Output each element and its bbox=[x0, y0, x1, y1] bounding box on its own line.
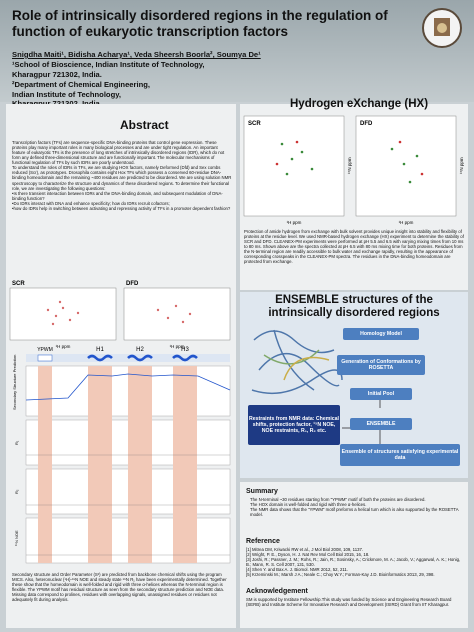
y-axis-label: ¹⁵N ppm bbox=[459, 157, 464, 174]
reference-heading: Reference bbox=[246, 538, 280, 545]
spectrum-label: DFD bbox=[126, 281, 139, 287]
spectrum-label: SCR bbox=[248, 121, 261, 127]
reference-item: [4] Shen Y. and Bax A. J. Biomol. NMR 20… bbox=[246, 567, 348, 573]
logo bbox=[422, 8, 462, 48]
nmr-caption: Secondary structure and Order Parameter … bbox=[12, 572, 227, 603]
title: Role of intrinsically disordered regions… bbox=[12, 8, 388, 39]
ensemble-heading: ENSEMBLE structures of the intrinsically… bbox=[268, 294, 440, 320]
abstract-heading: Abstract bbox=[120, 118, 169, 132]
acknowledgement-text: SM is supported by Institute Fellowship.… bbox=[246, 597, 452, 608]
abstract-paragraph: To understand the roles of IDRs in TFs, … bbox=[12, 165, 232, 191]
affiliation-line: Kharagpur 721302, India. bbox=[12, 99, 205, 109]
x-axis-label: ¹H ppm bbox=[56, 344, 71, 349]
reference-item: [5] Krzeminski M.; Marsh J A.; Neale C.;… bbox=[246, 572, 435, 578]
authors: Snigdha Maiti¹, Bidisha Acharya¹, Veda S… bbox=[12, 50, 261, 59]
panel-label: R₂ bbox=[14, 489, 19, 494]
motif-label: YPWM bbox=[37, 347, 53, 353]
spectrum-label: DFD bbox=[360, 121, 373, 127]
abstract-text: Transcription factors (TFs) are sequence… bbox=[12, 140, 232, 211]
flow-node: Generation of Conformations by ROSETTA bbox=[337, 355, 425, 375]
hx-figures: SCR DFD ¹H ppm ¹H ppm ¹⁵N ppm ¹⁵N ppm bbox=[243, 115, 464, 225]
y-axis-label: ¹⁵N ppm bbox=[347, 157, 352, 174]
flow-node: Initial Pool bbox=[350, 388, 412, 400]
flow-node: ENSEMBLE bbox=[350, 418, 412, 430]
x-axis-label: ¹H ppm bbox=[399, 220, 414, 225]
nmr-figures: SCR DFD ¹H ppm ¹H ppm YPWM H1 H2 H3 Seco… bbox=[9, 281, 231, 564]
helix-label: H2 bbox=[136, 347, 144, 353]
reference-list: [1] Mitrea DM, Kriwacki RW et al., J Mol… bbox=[246, 547, 462, 577]
reference-item: [2] Wright, P. E., Dyson, H. J. Nat Rev … bbox=[246, 552, 370, 558]
affiliation-line: ²Department of Chemical Engineering, bbox=[12, 79, 150, 89]
x-axis-label: ¹H ppm bbox=[170, 344, 185, 349]
header bbox=[0, 0, 474, 102]
abstract-paragraph: •Do IDRs interact with DNA and enhance s… bbox=[12, 200, 170, 206]
bottom-panel bbox=[240, 482, 468, 628]
helix-label: H1 bbox=[96, 347, 104, 353]
summary-item: The N-terminal ~30 residues starting fro… bbox=[250, 497, 426, 502]
affiliation-line: Kharagpur 721302, India. bbox=[12, 69, 102, 79]
summary-item: The NMR data shows that the "YPWM" motif… bbox=[250, 507, 459, 518]
acknowledgement-heading: Acknowledgement bbox=[246, 588, 308, 595]
affiliations: ¹School of Bioscience, Indian Institute … bbox=[12, 60, 205, 109]
panel-label: ¹⁵N NOE bbox=[14, 530, 19, 546]
restraints-node: Restraints from NMR data: Chemical shift… bbox=[248, 405, 340, 445]
panel-label: Secondary Structure Prediction bbox=[12, 355, 17, 410]
summary-item: The HOX domain is well-folded and rigid … bbox=[250, 502, 367, 508]
summary-heading: Summary bbox=[246, 488, 278, 495]
reference-item: [1] Mitrea DM, Kriwacki RW et al., J Mol… bbox=[246, 547, 364, 552]
affiliation-line: ¹School of Bioscience, Indian Institute … bbox=[12, 60, 205, 69]
flow-node: Ensemble of structures satisfying experi… bbox=[340, 444, 460, 466]
affiliation-line: Indian Institute of Technology, bbox=[12, 89, 121, 99]
spectrum-label: SCR bbox=[12, 281, 25, 287]
flow-node: Homology Model bbox=[343, 328, 419, 340]
helix-label: H3 bbox=[181, 347, 189, 353]
hx-caption: Protection of amide hydrogen from exchan… bbox=[244, 229, 464, 265]
x-axis-label: ¹H ppm bbox=[287, 220, 302, 225]
abstract-paragraph: Transcription factors (TFs) are sequence… bbox=[12, 140, 225, 166]
reference-item: [3] Joshi, R.; Passner, J. M.; Rohs, R.;… bbox=[246, 557, 461, 568]
abstract-paragraph: •Is there transient interaction between … bbox=[12, 190, 223, 201]
summary-list: The N-terminal ~30 residues starting fro… bbox=[246, 497, 462, 517]
panel-label: R₁ bbox=[14, 440, 19, 445]
abstract-paragraph: •how do IDRs help in switching between a… bbox=[12, 205, 231, 211]
hx-heading: Hydrogen eXchange (HX) bbox=[290, 98, 429, 110]
